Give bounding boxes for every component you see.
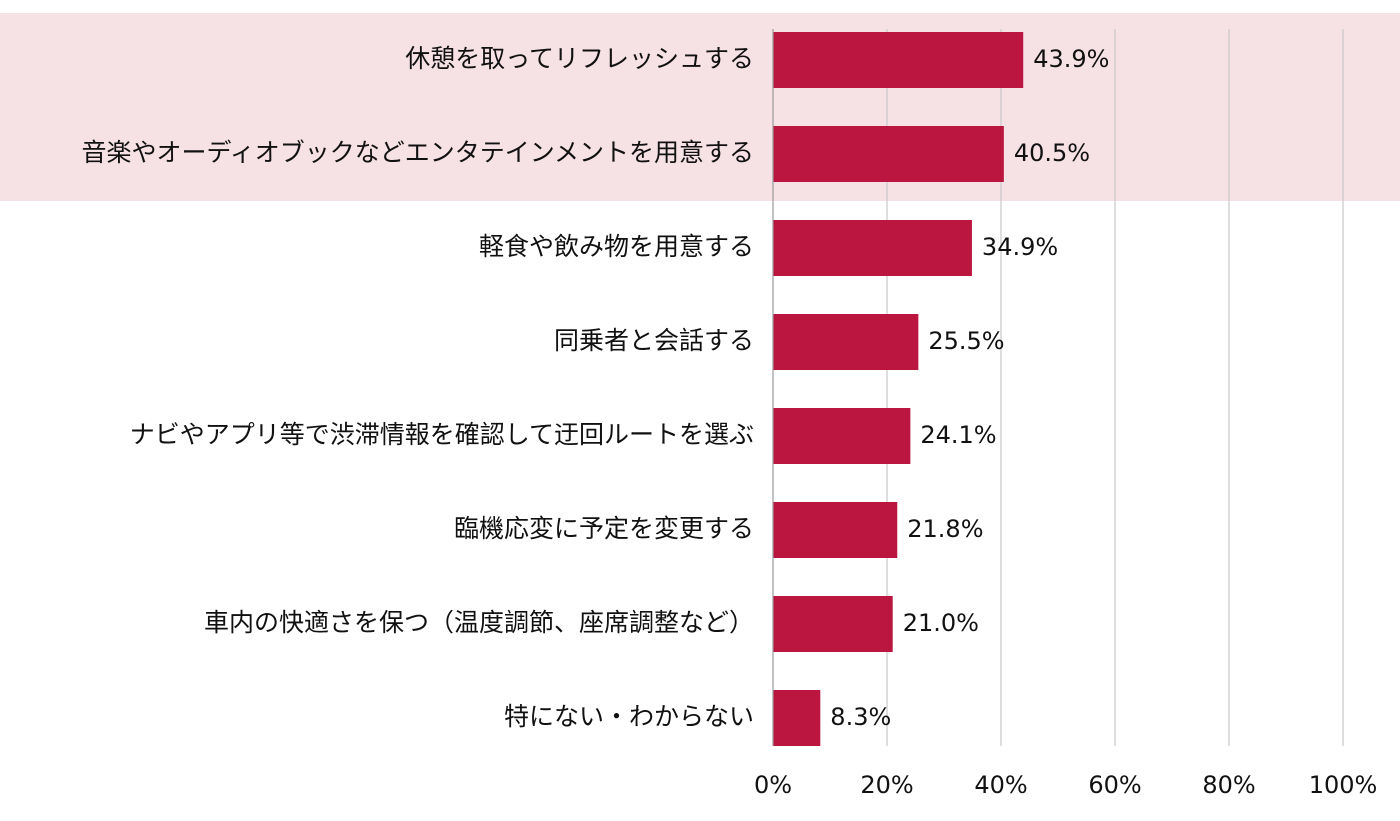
bar: [773, 32, 1024, 88]
value-label: 8.3%: [830, 703, 891, 731]
bar: [773, 126, 1004, 182]
highlight-band: [0, 13, 1400, 107]
category-label: 軽食や飲み物を用意する: [479, 232, 754, 261]
x-tick-label: 100%: [1309, 771, 1378, 799]
value-labels: 43.9% 40.5% 34.9% 25.5% 24.1% 21.8% 21.0% 8.3%: [830, 45, 1109, 731]
bar: [773, 314, 919, 370]
x-tick-label: 20%: [860, 771, 913, 799]
value-label: 25.5%: [928, 327, 1004, 355]
bar: [773, 596, 893, 652]
category-labels: 休憩を取ってリフレッシュする音楽やオーディオブックなどエンタテインメントを用意す…: [81, 44, 754, 731]
bars: [773, 32, 1024, 746]
value-label: 40.5%: [1014, 139, 1090, 167]
category-label: 休憩を取ってリフレッシュする: [405, 44, 754, 73]
value-label: 21.0%: [903, 609, 979, 637]
x-tick-label: 80%: [1202, 771, 1255, 799]
value-label: 21.8%: [907, 515, 983, 543]
value-label: 34.9%: [982, 233, 1058, 261]
bar: [773, 408, 911, 464]
x-tick-label: 40%: [974, 771, 1027, 799]
highlight-bands: [0, 13, 1400, 201]
category-label: 臨機応変に予定を変更する: [454, 514, 754, 543]
category-label: ナビやアプリ等で渋滞情報を確認して迂回ルートを選ぶ: [130, 420, 754, 449]
x-tick-label: 60%: [1088, 771, 1141, 799]
x-axis-ticks: 0% 20% 40% 60% 80% 100%: [754, 771, 1377, 799]
category-label: 特にない・わからない: [504, 702, 754, 731]
value-label: 43.9%: [1033, 45, 1109, 73]
x-tick-label: 0%: [754, 771, 792, 799]
bar: [773, 502, 898, 558]
highlight-band: [0, 107, 1400, 201]
value-label: 24.1%: [920, 421, 996, 449]
bar: [773, 690, 821, 746]
category-label: 同乗者と会話する: [554, 326, 754, 355]
category-label: 音楽やオーディオブックなどエンタテインメントを用意する: [81, 138, 754, 167]
category-label: 車内の快適さを保つ（温度調節、座席調整など）: [204, 608, 754, 637]
bar: [773, 220, 972, 276]
